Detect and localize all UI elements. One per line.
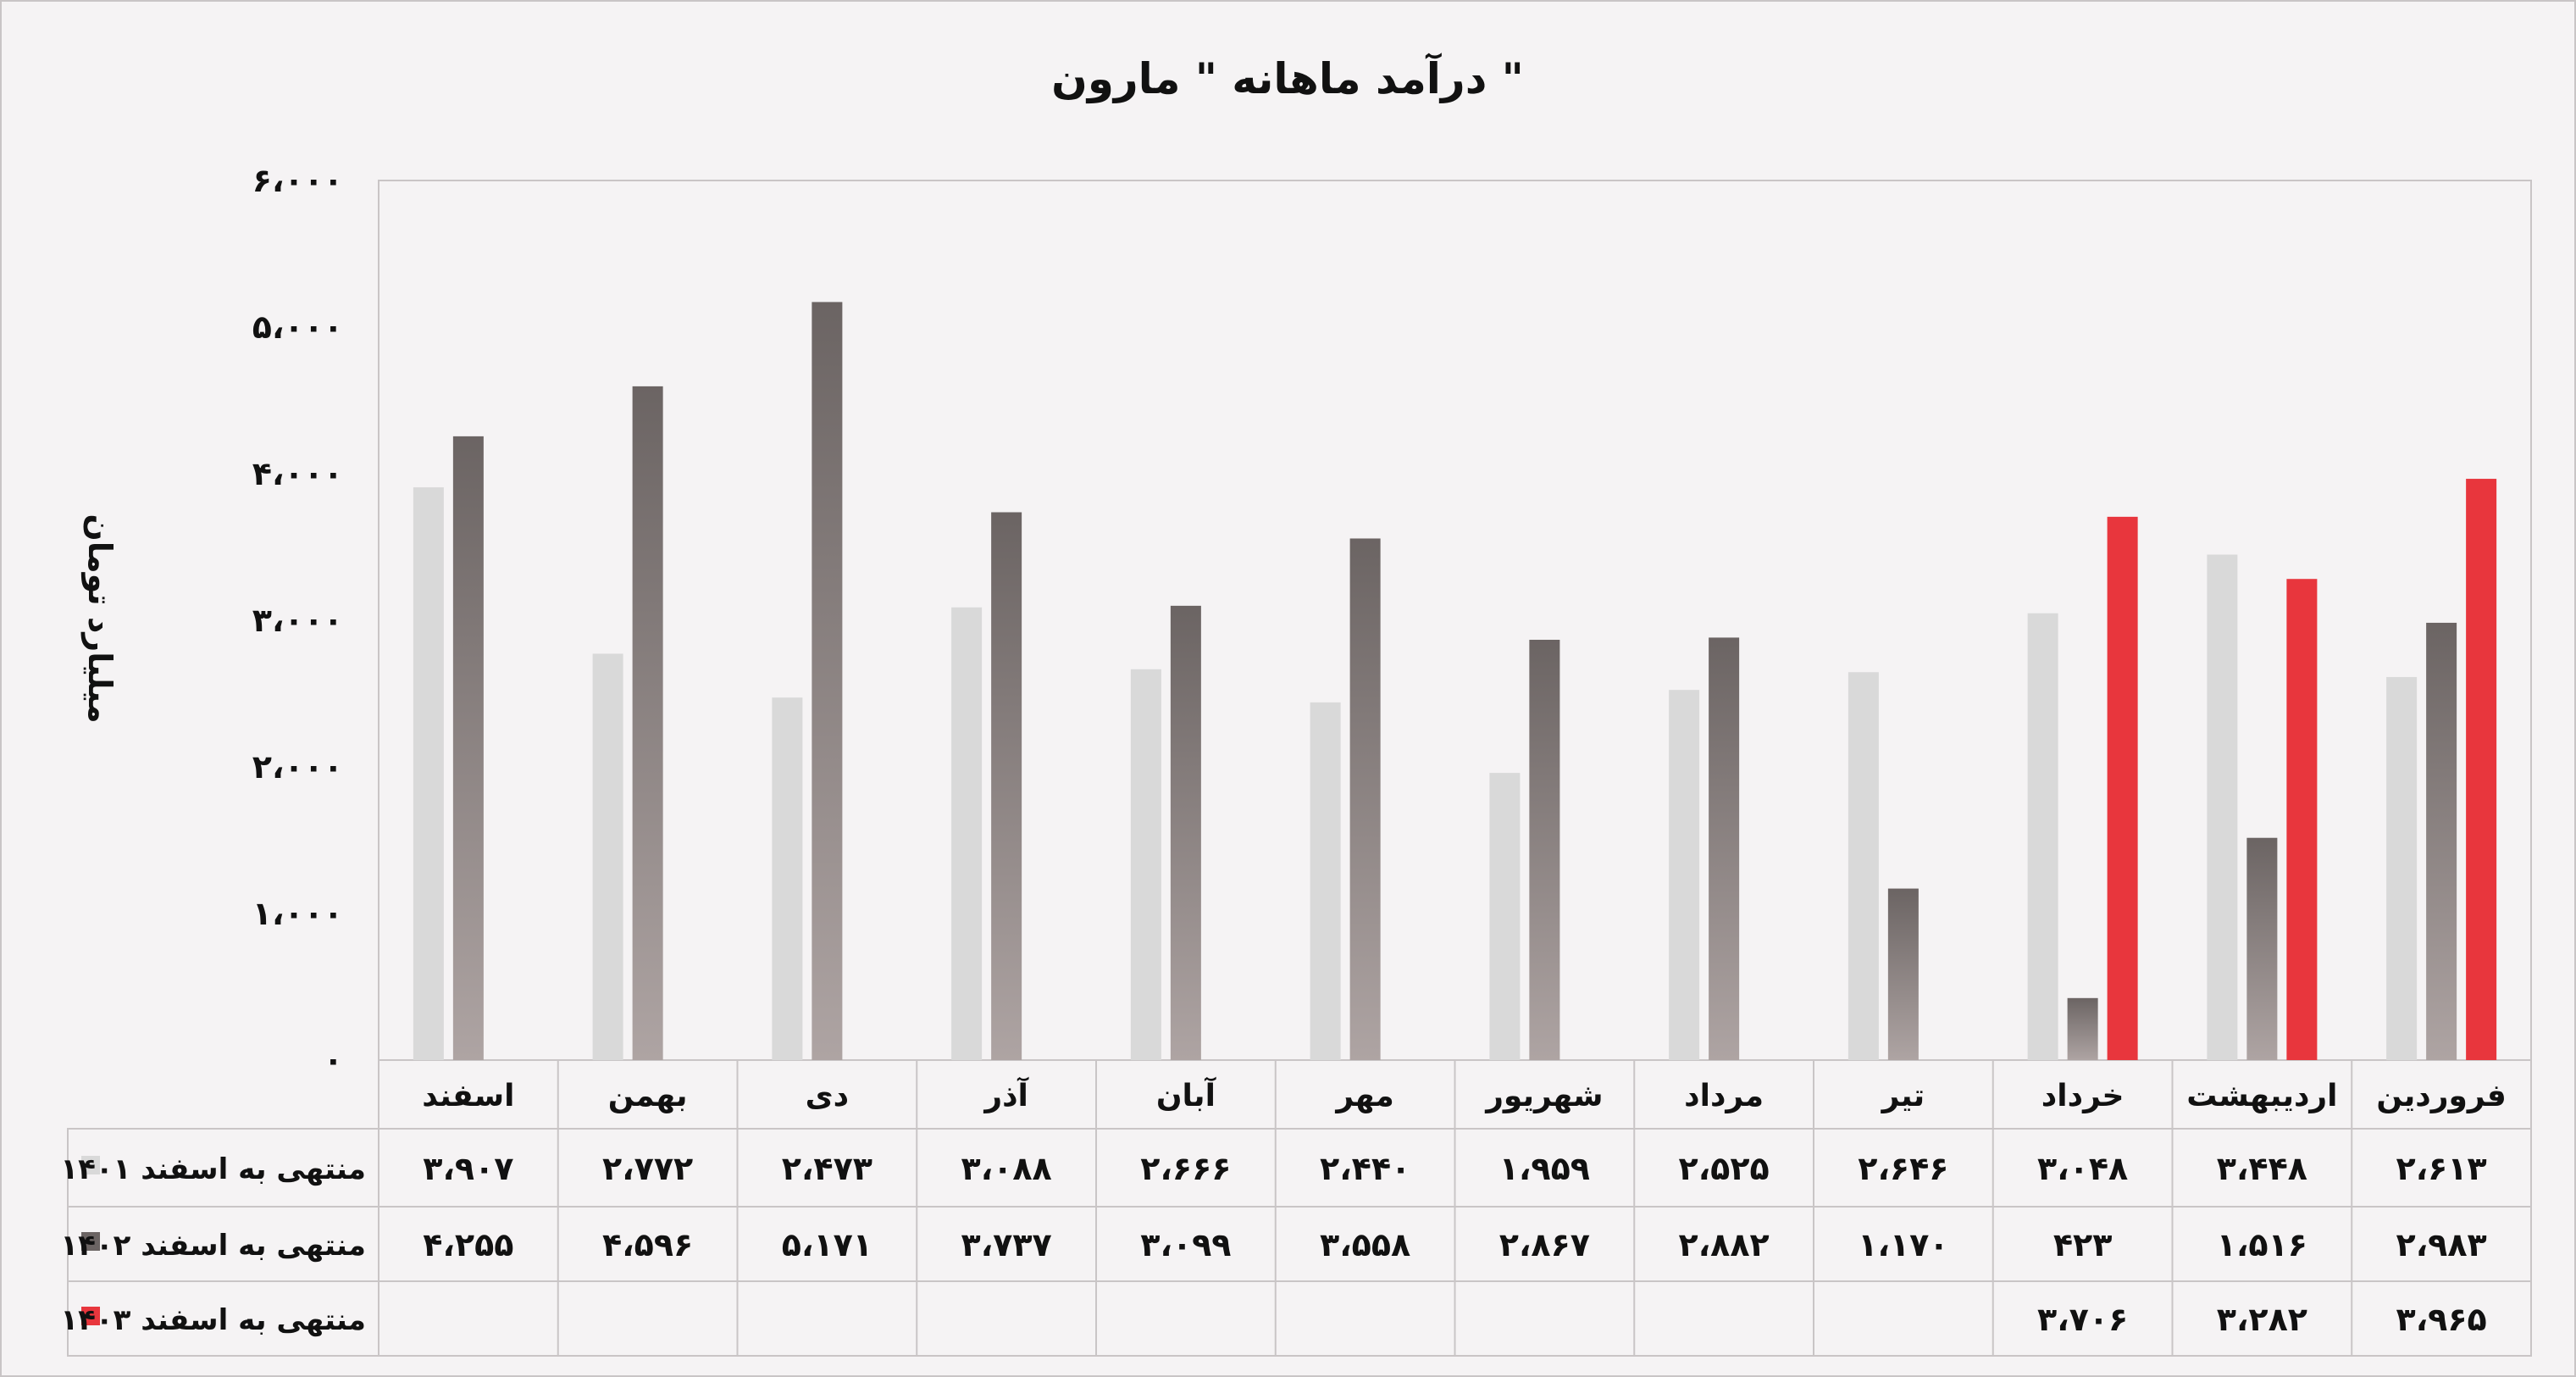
data-label: ۳،۷۳۷: [961, 1226, 1052, 1263]
x-category-label: آبان: [1156, 1076, 1217, 1113]
data-label: ۲،۴۷۳: [782, 1150, 873, 1187]
y-tick-label: ۶،۰۰۰: [252, 162, 343, 199]
data-label: ۲،۶۴۶: [1858, 1150, 1948, 1187]
y-tick-label: ۱،۰۰۰: [252, 895, 343, 932]
x-category-label: آذر: [983, 1076, 1029, 1113]
data-label: ۵،۱۷۱: [782, 1226, 873, 1263]
x-category-label: بهمن: [608, 1079, 688, 1113]
data-label: ۳،۵۵۸: [1320, 1226, 1410, 1263]
bar-3-2: [2286, 579, 2318, 1060]
y-axis-ticks: ۰ ۱،۰۰۰ ۲،۰۰۰ ۳،۰۰۰ ۴،۰۰۰ ۵،۰۰۰ ۶،۰۰۰: [252, 162, 343, 1079]
bars-group: [413, 302, 2497, 1061]
data-label: ۳،۹۶۵: [2396, 1301, 2487, 1338]
bar-3-1: [2466, 479, 2497, 1060]
data-label: ۲،۵۲۵: [1679, 1150, 1770, 1187]
y-tick-label: ۴،۰۰۰: [252, 455, 343, 492]
data-label: ۳،۰۹۹: [1140, 1226, 1231, 1263]
y-axis-label: میلیارد تومان: [81, 514, 119, 723]
bar-2-10: [812, 302, 843, 1060]
data-label: ۳،۹۰۷: [423, 1150, 513, 1187]
bar-2-5: [1709, 637, 1740, 1060]
chart-title: درآمد ماهانه " مارون ": [1051, 53, 1524, 104]
x-category-label: فروردین: [2376, 1079, 2506, 1113]
data-label: ۲،۸۶۷: [1499, 1226, 1590, 1263]
data-label: ۴،۵۹۶: [602, 1226, 693, 1263]
data-label: ۲،۸۸۲: [1679, 1226, 1770, 1263]
bar-1-5: [1669, 690, 1700, 1060]
bar-3-3: [2107, 516, 2138, 1060]
bar-1-1: [2386, 676, 2418, 1060]
data-label: ۳،۰۴۸: [2037, 1150, 2128, 1187]
bar-2-3: [2067, 997, 2098, 1060]
bar-1-7: [1310, 702, 1341, 1060]
y-tick-label: ۲،۰۰۰: [252, 748, 343, 786]
x-category-label: دی: [806, 1079, 849, 1113]
bar-2-4: [1887, 888, 1919, 1060]
data-label: ۱،۵۱۶: [2217, 1226, 2307, 1263]
data-label: ۲،۴۴۰: [1320, 1150, 1410, 1187]
bar-1-2: [2207, 554, 2238, 1060]
data-label: ۳،۴۴۸: [2217, 1150, 2307, 1187]
x-category-label: اسفند: [422, 1079, 514, 1113]
bar-2-12: [452, 436, 484, 1060]
data-label: ۳،۲۸۲: [2217, 1301, 2307, 1338]
bar-1-11: [592, 653, 623, 1060]
bar-1-3: [2027, 613, 2058, 1060]
x-category-label: شهریور: [1484, 1079, 1603, 1113]
data-label: ۳،۰۸۸: [961, 1150, 1052, 1187]
data-label: ۱،۹۵۹: [1499, 1150, 1590, 1187]
plot-area: [378, 180, 2532, 1061]
bar-2-11: [632, 386, 663, 1061]
bar-1-4: [1848, 672, 1879, 1060]
y-tick-label: ۰: [324, 1041, 343, 1079]
bar-1-9: [951, 607, 983, 1060]
legend-series-name: منتهی به اسفند ۱۴۰۱: [60, 1152, 366, 1186]
bar-2-8: [1170, 605, 1201, 1060]
bar-2-2: [2246, 837, 2278, 1060]
bar-1-12: [413, 487, 444, 1060]
bar-1-10: [772, 697, 803, 1060]
data-label: ۲،۹۸۳: [2396, 1226, 2487, 1263]
bar-1-8: [1130, 669, 1161, 1060]
legend-swatch: [81, 1232, 100, 1251]
x-category-label: خرداد: [2041, 1079, 2125, 1113]
legend-series-name: منتهی به اسفند ۱۴۰۲: [60, 1229, 366, 1263]
data-table: فروردین اردیبهشت خرداد تیر مرداد شهریور مهر آبا…: [60, 1060, 2532, 1357]
y-tick-label: ۳،۰۰۰: [252, 602, 343, 639]
bar-2-7: [1349, 538, 1381, 1060]
data-label: ۱،۱۷۰: [1858, 1226, 1948, 1263]
data-label: ۴۲۳: [2053, 1226, 2113, 1263]
bar-2-6: [1529, 640, 1560, 1060]
x-category-label: مرداد: [1684, 1079, 1764, 1113]
legend-swatch: [81, 1156, 100, 1174]
data-label: ۳،۷۰۶: [2037, 1301, 2128, 1338]
data-label: ۲،۶۱۳: [2396, 1150, 2487, 1187]
bar-2-9: [991, 512, 1022, 1060]
data-label: ۴،۲۵۵: [423, 1226, 513, 1263]
bar-1-6: [1489, 773, 1521, 1060]
bar-2-1: [2426, 622, 2457, 1060]
x-category-label: تیر: [1881, 1079, 1925, 1113]
legend-swatch: [81, 1307, 100, 1325]
data-label: ۲،۶۶۶: [1140, 1150, 1231, 1187]
y-tick-label: ۵،۰۰۰: [252, 308, 343, 346]
data-label: ۲،۷۷۲: [602, 1150, 693, 1187]
x-category-label: مهر: [1334, 1079, 1393, 1113]
legend-series-name: منتهی به اسفند ۱۴۰۳: [60, 1303, 366, 1337]
x-category-label: اردیبهشت: [2186, 1079, 2337, 1113]
